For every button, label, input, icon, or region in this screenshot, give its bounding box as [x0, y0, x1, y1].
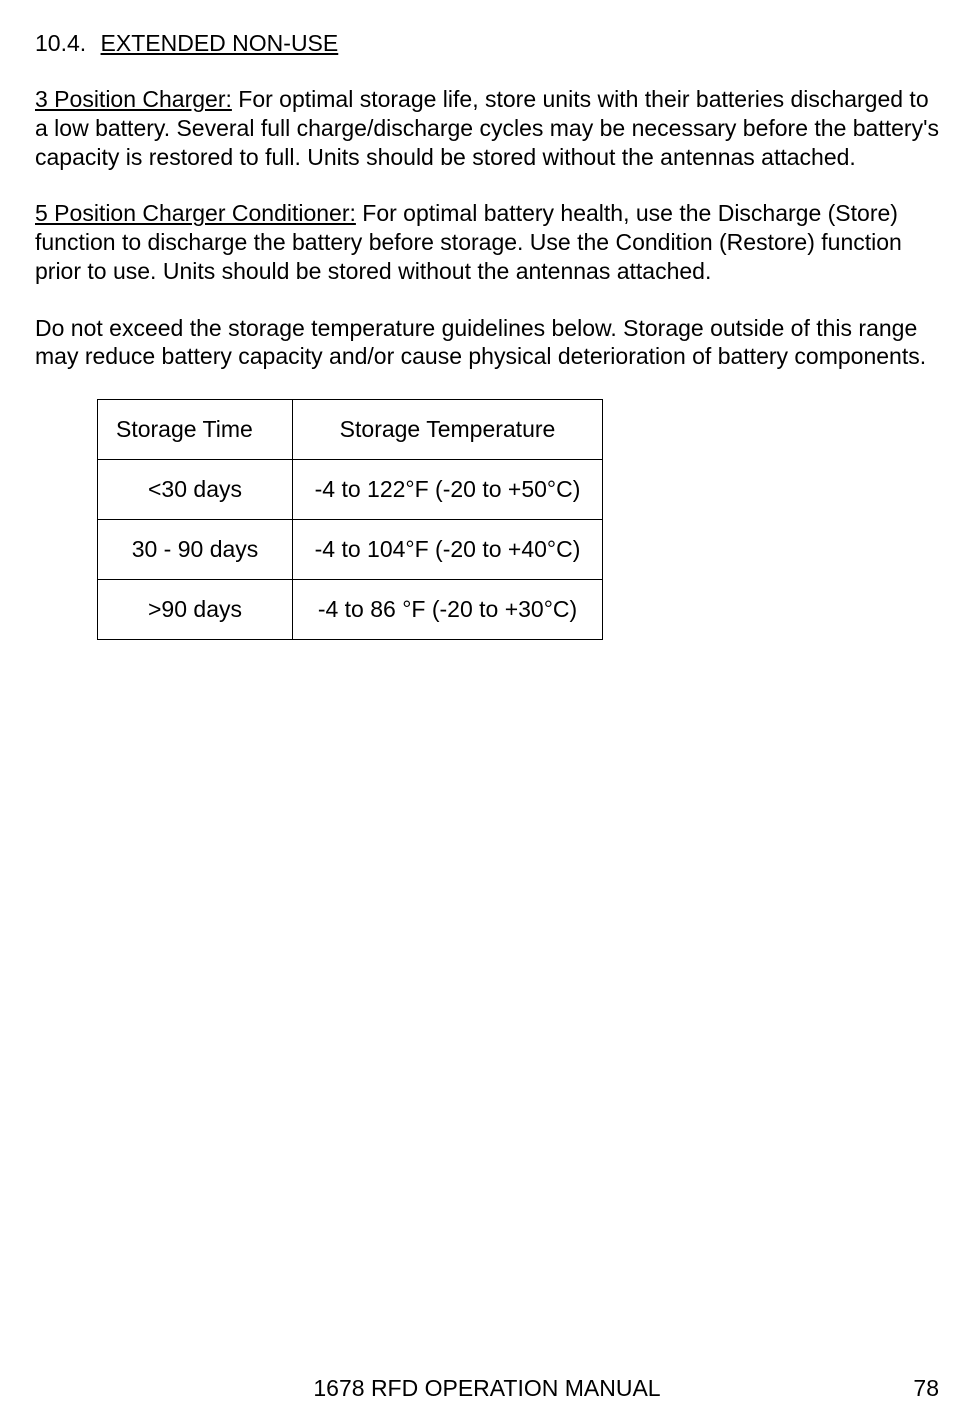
section-heading: 10.4. EXTENDED NON-USE [35, 30, 939, 57]
paragraph-charger-3pos: 3 Position Charger: For optimal storage … [35, 85, 939, 171]
table-header-cell: Storage Time [98, 400, 293, 460]
table-header-cell: Storage Temperature [293, 400, 603, 460]
paragraph-1-lead: 3 Position Charger: [35, 86, 232, 112]
table-cell: -4 to 122°F (-20 to +50°C) [293, 460, 603, 520]
paragraph-temperature-warning: Do not exceed the storage temperature gu… [35, 314, 939, 372]
table-row: <30 days -4 to 122°F (-20 to +50°C) [98, 460, 603, 520]
table-cell: <30 days [98, 460, 293, 520]
section-title: EXTENDED NON-USE [101, 30, 339, 56]
paragraph-2-lead: 5 Position Charger Conditioner: [35, 200, 356, 226]
footer-page-number: 78 [913, 1375, 939, 1402]
paragraph-3-body: Do not exceed the storage temperature gu… [35, 315, 926, 370]
table-row: Storage Time Storage Temperature [98, 400, 603, 460]
paragraph-charger-5pos: 5 Position Charger Conditioner: For opti… [35, 199, 939, 285]
table-cell: 30 - 90 days [98, 520, 293, 580]
storage-temperature-table: Storage Time Storage Temperature <30 day… [97, 399, 603, 640]
table-row: 30 - 90 days -4 to 104°F (-20 to +40°C) [98, 520, 603, 580]
table-cell: >90 days [98, 580, 293, 640]
table-row: >90 days -4 to 86 °F (-20 to +30°C) [98, 580, 603, 640]
table-cell: -4 to 86 °F (-20 to +30°C) [293, 580, 603, 640]
section-number: 10.4. [35, 30, 86, 57]
footer-document-title: 1678 RFD OPERATION MANUAL [313, 1375, 660, 1402]
table-cell: -4 to 104°F (-20 to +40°C) [293, 520, 603, 580]
